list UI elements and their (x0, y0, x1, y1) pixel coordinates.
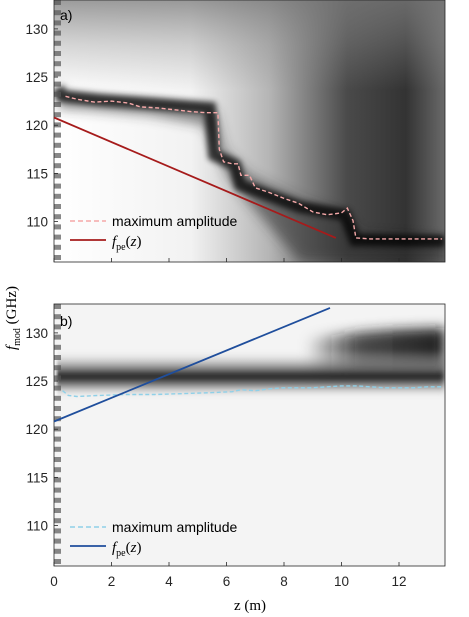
edge-stripe (54, 365, 61, 371)
edge-stripe (54, 244, 61, 250)
panel-b-heatmap (54, 304, 445, 566)
panel-a-label: a) (60, 7, 72, 23)
x-tick-label: 8 (280, 574, 288, 589)
edge-stripe (54, 20, 61, 26)
y-tick-label: 130 (25, 22, 48, 37)
edge-stripe (54, 314, 61, 320)
edge-stripe (54, 548, 61, 554)
y-tick-label: 125 (25, 374, 48, 389)
edge-stripe (54, 508, 61, 513)
edge-stripe (54, 385, 61, 391)
edge-stripe (54, 224, 61, 230)
edge-stripe (54, 334, 61, 340)
panel-a-series (53, 95, 443, 240)
edge-stripe (54, 183, 61, 189)
panel-b-legend-fpe-label: fpe(z) (112, 540, 141, 559)
panel-a-legend-amplitude-label: maximum amplitude (112, 213, 237, 229)
panel-b-series (53, 307, 443, 423)
panel-b-label: b) (60, 313, 72, 329)
edge-stripe (54, 446, 61, 452)
edge-stripe (54, 163, 61, 169)
edge-stripe (54, 102, 61, 107)
panel-a-heatmap (54, 0, 445, 262)
edge-stripe (54, 344, 61, 350)
panel-a-legend-fpe-label: fpe(z) (112, 234, 141, 253)
y-axis-label: fmod (GHz) (4, 286, 23, 350)
y-tick-label: 115 (26, 470, 48, 485)
edge-stripe (54, 304, 61, 309)
y-tick-label: 115 (26, 166, 48, 181)
panel-b-ticks: 110 115 120 125 130 0 2 4 6 8 10 12 (25, 326, 406, 589)
edge-stripe (54, 559, 61, 564)
edge-stripe (54, 467, 61, 473)
x-tick-label: 12 (391, 574, 406, 589)
edge-stripe (54, 234, 61, 240)
edge-stripe (54, 153, 61, 158)
x-tick-label: 6 (223, 574, 231, 589)
edge-stripe (54, 132, 61, 138)
edge-stripe (54, 538, 61, 544)
panel-b-legend: maximum amplitude fpe(z) (70, 519, 237, 559)
edge-stripe (54, 406, 61, 411)
fpe-line (53, 307, 331, 423)
edge-stripe (54, 40, 61, 46)
x-tick-label: 2 (108, 574, 116, 589)
edge-stripe (54, 142, 61, 148)
panel-a-legend: maximum amplitude fpe(z) (70, 213, 237, 253)
edge-stripe (54, 355, 61, 360)
edge-stripe (54, 477, 61, 483)
fpe-line (53, 116, 337, 239)
panel-a-ticks: 110 115 120 125 130 (25, 22, 400, 262)
y-tick-label: 110 (26, 215, 48, 230)
max-amplitude-line (65, 95, 443, 240)
panel-a-frame (53, 0, 446, 263)
edge-stripe (54, 518, 61, 524)
edge-stripe (54, 255, 61, 260)
x-axis-label: z (m) (234, 598, 266, 614)
edge-stripe (54, 416, 61, 422)
edge-stripe (54, 487, 61, 493)
edge-stripe (54, 528, 61, 534)
edge-stripe (54, 214, 61, 220)
edge-stripe (54, 0, 61, 5)
edge-stripe (54, 497, 61, 503)
edge-stripe (54, 91, 61, 97)
panel-b-frame (53, 303, 446, 567)
edge-stripe (54, 112, 61, 118)
edge-stripe (54, 324, 61, 330)
edge-stripe (54, 173, 61, 179)
y-tick-label: 125 (25, 70, 48, 85)
panel-b-edge-stripes (54, 304, 61, 564)
edge-stripe (54, 10, 61, 16)
x-tick-label: 10 (334, 574, 349, 589)
edge-stripe (54, 51, 61, 56)
y-tick-label: 130 (25, 326, 48, 341)
y-tick-label: 110 (26, 519, 48, 534)
edge-stripe (54, 457, 61, 462)
x-tick-label: 4 (165, 574, 173, 589)
edge-stripe (54, 436, 61, 442)
edge-stripe (54, 204, 61, 209)
x-tick-label: 0 (50, 574, 58, 589)
panel-a-edge-stripes (54, 0, 61, 260)
y-tick-label: 120 (25, 118, 48, 133)
edge-stripe (54, 395, 61, 401)
panel-a: 110 115 120 125 130 a) maximum amplitude fpe… (25, 0, 446, 263)
panel-b-legend-amplitude-label: maximum amplitude (112, 519, 237, 535)
edge-stripe (54, 61, 61, 67)
edge-stripe (54, 375, 61, 381)
y-tick-label: 120 (25, 422, 48, 437)
edge-stripe (54, 81, 61, 87)
edge-stripe (54, 30, 61, 36)
edge-stripe (54, 71, 61, 77)
panel-b: 110 115 120 125 130 0 2 4 6 8 10 12 b) maximum ampl… (25, 303, 446, 589)
edge-stripe (54, 193, 61, 199)
